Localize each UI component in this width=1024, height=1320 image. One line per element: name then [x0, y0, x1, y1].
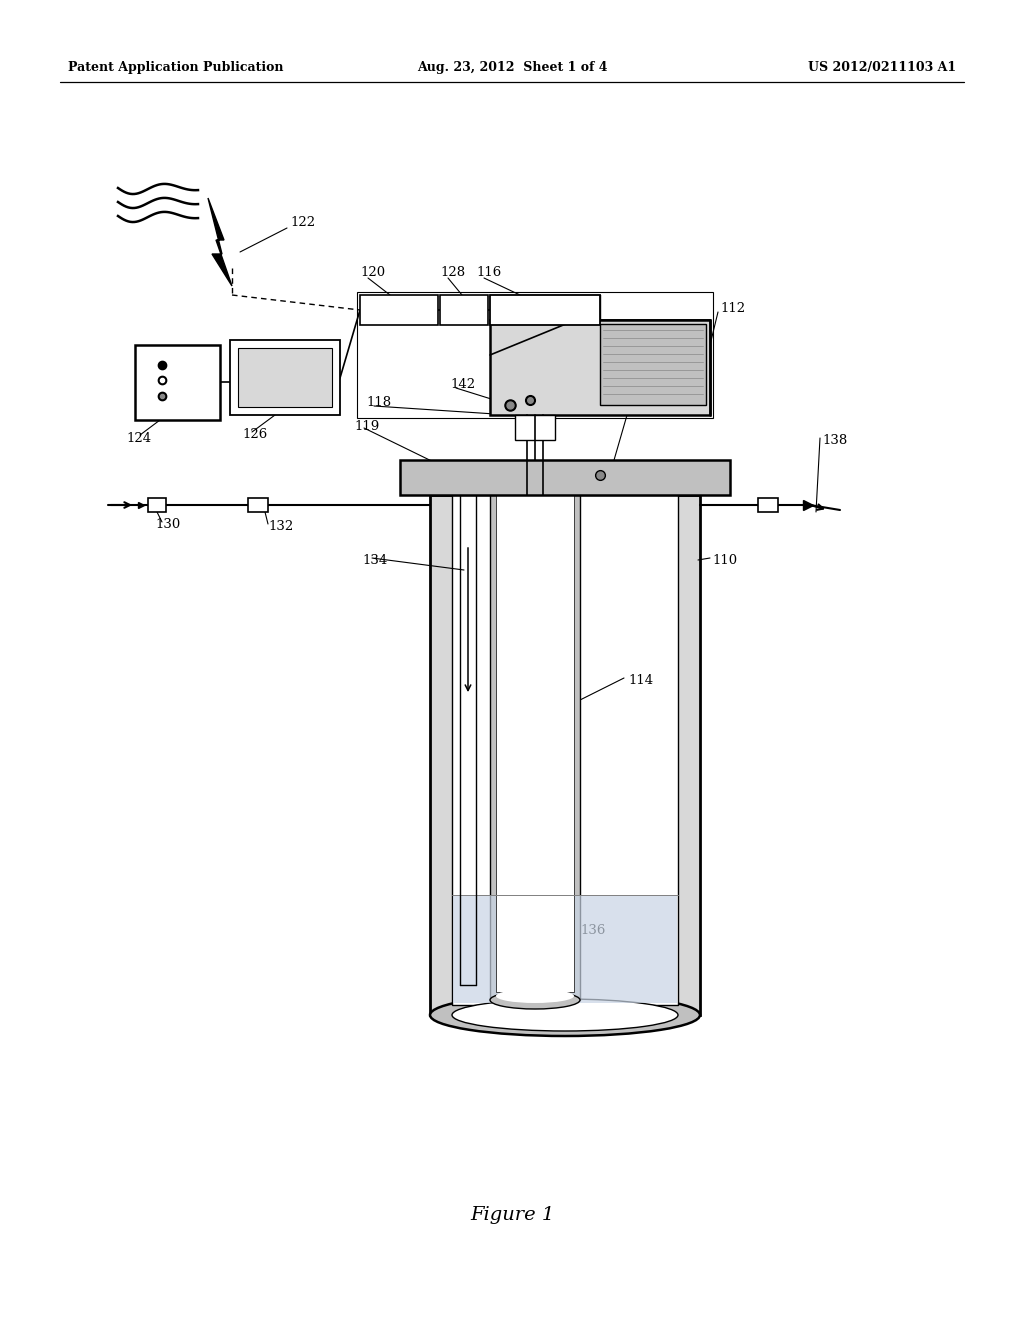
Ellipse shape: [452, 999, 678, 1031]
Text: 134: 134: [362, 553, 387, 566]
Bar: [430, 495, 700, 1015]
Bar: [515, 414, 555, 440]
Text: 144: 144: [638, 375, 664, 388]
Polygon shape: [208, 198, 232, 286]
Text: US 2012/0211103 A1: US 2012/0211103 A1: [808, 62, 956, 74]
Text: 120: 120: [360, 265, 385, 279]
Text: 132: 132: [268, 520, 293, 533]
Text: 130: 130: [155, 519, 180, 532]
Bar: [490, 294, 600, 325]
Bar: [400, 459, 730, 495]
Text: 114: 114: [628, 673, 653, 686]
Text: 126: 126: [242, 429, 267, 441]
Text: Patent Application Publication: Patent Application Publication: [68, 62, 284, 74]
Bar: [135, 345, 220, 420]
Bar: [230, 341, 340, 414]
Bar: [600, 323, 706, 405]
Text: 118: 118: [366, 396, 391, 408]
Bar: [440, 294, 488, 325]
Ellipse shape: [490, 991, 580, 1008]
Bar: [248, 498, 268, 512]
Ellipse shape: [496, 989, 574, 1003]
Bar: [360, 294, 438, 325]
Text: 119: 119: [354, 420, 379, 433]
Bar: [452, 495, 678, 1005]
Text: Aug. 23, 2012  Sheet 1 of 4: Aug. 23, 2012 Sheet 1 of 4: [417, 62, 607, 74]
Bar: [453, 895, 677, 1003]
Bar: [490, 319, 710, 414]
Text: 110: 110: [712, 553, 737, 566]
Text: 138: 138: [822, 433, 847, 446]
Bar: [490, 495, 580, 1001]
Text: 124: 124: [126, 432, 152, 445]
Bar: [238, 348, 332, 407]
Text: 116: 116: [476, 265, 502, 279]
Text: 128: 128: [440, 265, 465, 279]
Text: 122: 122: [290, 215, 315, 228]
Text: Figure 1: Figure 1: [470, 1206, 554, 1224]
Bar: [496, 495, 574, 993]
Text: 142: 142: [450, 379, 475, 392]
Bar: [357, 292, 713, 418]
Ellipse shape: [430, 994, 700, 1036]
Text: 112: 112: [720, 301, 745, 314]
Bar: [758, 498, 778, 512]
Text: 113: 113: [668, 342, 693, 355]
Text: 136: 136: [580, 924, 605, 936]
Bar: [148, 498, 166, 512]
